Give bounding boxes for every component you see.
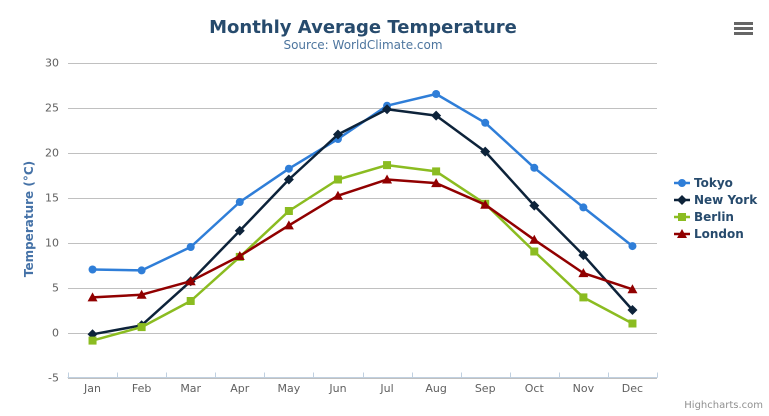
triangle-marker — [480, 199, 491, 209]
y-axis-label: 10 — [45, 237, 59, 250]
x-axis-label: Mar — [180, 382, 201, 395]
series-line — [91, 163, 634, 342]
square-marker — [137, 323, 146, 332]
legend-label: New York — [694, 193, 758, 207]
x-axis-label: Feb — [132, 382, 151, 395]
y-axis-label: 25 — [45, 102, 59, 115]
circle-marker — [88, 265, 97, 274]
legend-label: Tokyo — [694, 176, 733, 190]
circle-marker — [678, 179, 686, 187]
x-axis-label: Nov — [573, 382, 595, 395]
diamond-marker — [332, 129, 343, 140]
square-marker — [383, 161, 392, 170]
hamburger-icon — [733, 26, 753, 30]
square-marker — [628, 319, 637, 328]
circle-marker — [628, 242, 637, 251]
triangle-marker — [87, 292, 98, 302]
legend-triangle-icon — [674, 229, 690, 238]
diamond-marker — [529, 200, 540, 211]
legend: Tokyo New York Berlin London — [674, 175, 757, 242]
circle-marker — [481, 118, 490, 127]
diamond-marker — [480, 146, 491, 157]
triangle-marker — [332, 190, 343, 200]
square-marker — [678, 213, 686, 221]
square-marker — [186, 297, 195, 305]
diamond-marker — [677, 195, 687, 205]
x-axis-label: Jul — [379, 382, 393, 395]
circle-marker — [530, 163, 539, 172]
x-axis-label: Oct — [525, 382, 545, 395]
square-marker — [284, 207, 293, 215]
diamond-marker — [431, 110, 442, 121]
legend-item-berlin[interactable]: Berlin — [674, 209, 757, 225]
circle-marker — [432, 90, 441, 98]
x-axis-label: Apr — [230, 382, 250, 395]
x-axis-label: Aug — [425, 382, 446, 395]
circle-marker — [186, 243, 195, 251]
y-axis-label: 15 — [45, 192, 59, 205]
series-london — [87, 174, 638, 302]
series-line — [91, 178, 634, 299]
diamond-marker — [283, 174, 294, 185]
highcharts-credit[interactable]: Highcharts.com — [684, 400, 763, 411]
triangle-marker — [283, 220, 294, 230]
hamburger-icon — [733, 21, 753, 25]
diamond-marker — [382, 104, 393, 115]
diamond-marker — [627, 305, 638, 315]
legend-circle-icon — [674, 179, 690, 187]
triangle-marker — [382, 174, 393, 184]
legend-label: Berlin — [694, 210, 734, 224]
series-new-york — [87, 104, 638, 340]
circle-marker — [579, 203, 588, 212]
triangle-marker — [185, 276, 196, 286]
square-marker — [530, 247, 539, 256]
square-marker — [88, 336, 97, 345]
legend-item-new-york[interactable]: New York — [674, 192, 757, 208]
x-axis-label: Jan — [83, 382, 101, 395]
square-marker — [432, 167, 441, 176]
chart-title: Monthly Average Temperature — [209, 17, 517, 38]
x-axis-label: Jun — [328, 382, 346, 395]
chart-subtitle: Source: WorldClimate.com — [283, 38, 443, 52]
triangle-marker — [234, 251, 245, 260]
legend-diamond-icon — [674, 195, 690, 205]
y-axis-label: 5 — [52, 282, 59, 295]
circle-marker — [284, 164, 293, 173]
triangle-marker — [431, 178, 442, 188]
y-axis-label: 20 — [45, 147, 59, 160]
export-menu-button[interactable] — [731, 18, 755, 38]
legend-item-london[interactable]: London — [674, 226, 757, 242]
legend-item-tokyo[interactable]: Tokyo — [674, 175, 757, 191]
series-tokyo — [88, 90, 637, 275]
x-axis-label: Sep — [475, 382, 496, 395]
x-axis-label: Dec — [622, 382, 643, 395]
triangle-marker — [529, 234, 540, 244]
hamburger-icon — [733, 31, 753, 35]
y-axis-label: 30 — [45, 57, 59, 70]
triangle-marker — [677, 229, 687, 238]
y-axis-label: -5 — [48, 372, 59, 385]
triangle-marker — [627, 284, 638, 294]
series-line — [91, 108, 634, 336]
circle-marker — [137, 266, 146, 275]
legend-label: London — [694, 227, 744, 241]
diamond-marker — [234, 225, 245, 236]
triangle-marker — [136, 289, 147, 299]
triangle-marker — [578, 268, 589, 278]
circle-marker — [235, 198, 244, 206]
square-marker — [333, 175, 342, 184]
x-axis-label: May — [278, 382, 301, 395]
y-axis-label: 0 — [52, 327, 59, 340]
legend-square-icon — [674, 213, 690, 221]
square-marker — [579, 293, 588, 302]
diamond-marker — [578, 250, 589, 261]
